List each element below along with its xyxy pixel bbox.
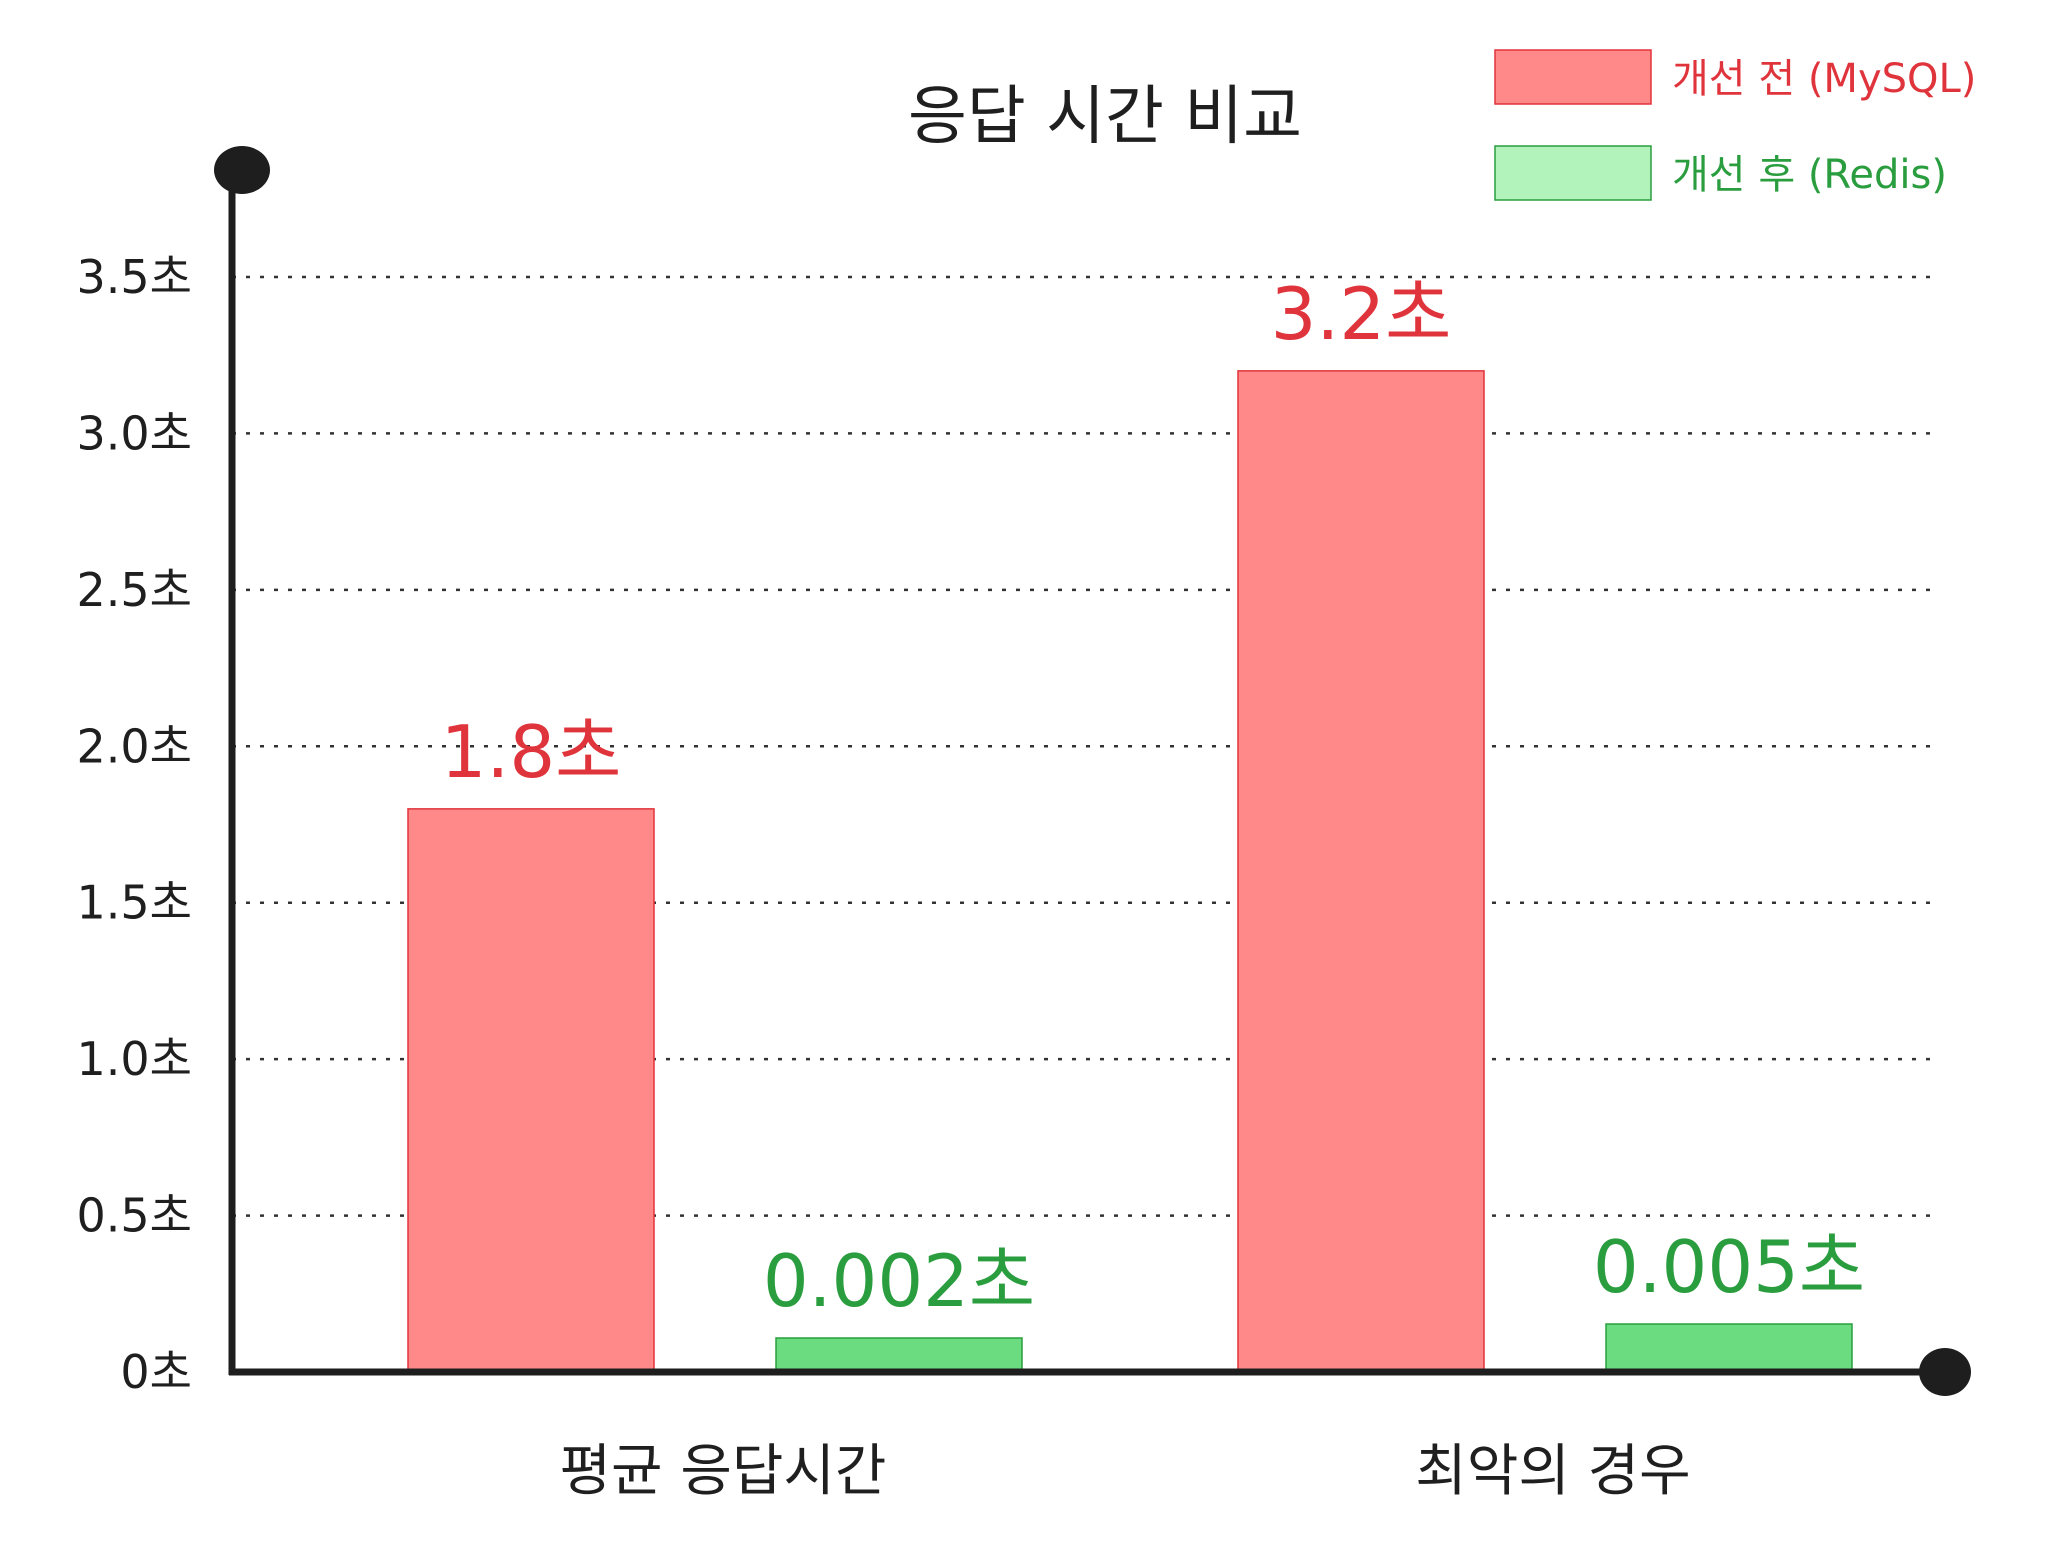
bar	[1237, 370, 1485, 1371]
legend: 개선 전 (MySQL) 개선 후 (Redis)	[1494, 49, 1976, 201]
y-tick-label: 1.5초	[77, 876, 192, 930]
category-label: 최악의 경우	[1415, 1439, 1690, 1504]
bar-value-label: 0.005초	[1593, 1225, 1865, 1309]
bar	[407, 808, 655, 1371]
y-tick-label: 2.0초	[77, 719, 192, 773]
y-axis-end-dot	[214, 146, 270, 194]
y-tick-label: 1.0초	[77, 1032, 192, 1086]
y-axis-tick-labels: 0초 0.5초 1.0초 1.5초 2.0초 2.5초 3.0초 3.5초	[77, 250, 192, 1399]
category-label: 평균 응답시간	[560, 1439, 887, 1504]
legend-swatch	[1494, 49, 1652, 105]
bars: 1.8초 3.2초 0.002초 0.005초	[407, 272, 1865, 1371]
bar-value-label: 3.2초	[1271, 272, 1452, 356]
bar	[775, 1337, 1023, 1371]
axes	[214, 146, 1971, 1396]
bar-value-label: 0.002초	[763, 1239, 1035, 1323]
bar-value-label: 1.8초	[441, 710, 622, 794]
bar	[1605, 1323, 1853, 1371]
y-tick-label: 3.5초	[77, 250, 192, 304]
legend-label: 개선 후 (Redis)	[1672, 152, 1947, 198]
x-axis-category-labels: 평균 응답시간 최악의 경우	[560, 1439, 1691, 1504]
chart-title: 응답 시간 비교	[908, 80, 1302, 154]
y-tick-label: 0.5초	[77, 1189, 192, 1243]
y-tick-label: 3.0초	[77, 406, 192, 460]
legend-swatch	[1494, 145, 1652, 201]
x-axis-end-dot	[1919, 1348, 1971, 1396]
y-tick-label: 0초	[120, 1345, 192, 1399]
legend-label: 개선 전 (MySQL)	[1672, 56, 1976, 102]
y-tick-label: 2.5초	[77, 563, 192, 617]
